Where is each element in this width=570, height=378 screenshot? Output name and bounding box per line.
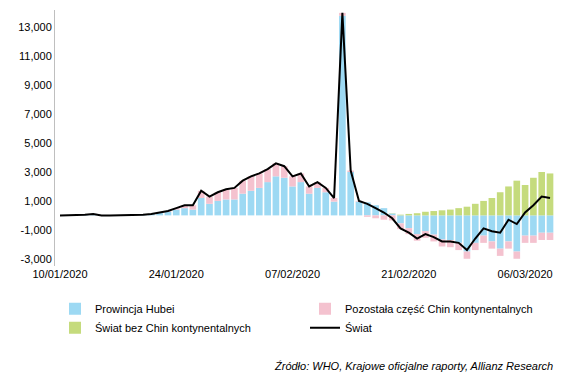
svg-text:Świat: Świat (345, 322, 372, 334)
svg-text:9,000: 9,000 (24, 79, 52, 91)
svg-text:3,000: 3,000 (24, 166, 52, 178)
svg-text:-3,000: -3,000 (21, 253, 52, 265)
svg-text:5,000: 5,000 (24, 137, 52, 149)
svg-text:7,000: 7,000 (24, 108, 52, 120)
svg-text:06/03/2020: 06/03/2020 (498, 268, 553, 280)
svg-text:13,000: 13,000 (18, 21, 52, 33)
svg-text:Pozostała część Chin kontynent: Pozostała część Chin kontynentalnych (345, 303, 533, 315)
svg-text:Prowincja Hubei: Prowincja Hubei (95, 303, 174, 315)
svg-text:11,000: 11,000 (19, 50, 52, 62)
svg-text:Źródło: WHO, Krajowe oficjalne: Źródło: WHO, Krajowe oficjalne raporty, … (274, 360, 553, 372)
svg-text:24/01/2020: 24/01/2020 (149, 268, 204, 280)
svg-text:10/01/2020: 10/01/2020 (32, 268, 87, 280)
svg-text:-1,000: -1,000 (21, 224, 52, 236)
svg-text:07/02/2020: 07/02/2020 (265, 268, 320, 280)
svg-text:21/02/2020: 21/02/2020 (381, 268, 436, 280)
svg-text:1,000: 1,000 (24, 195, 52, 207)
svg-text:Świat bez Chin kontynentalnych: Świat bez Chin kontynentalnych (95, 322, 251, 334)
